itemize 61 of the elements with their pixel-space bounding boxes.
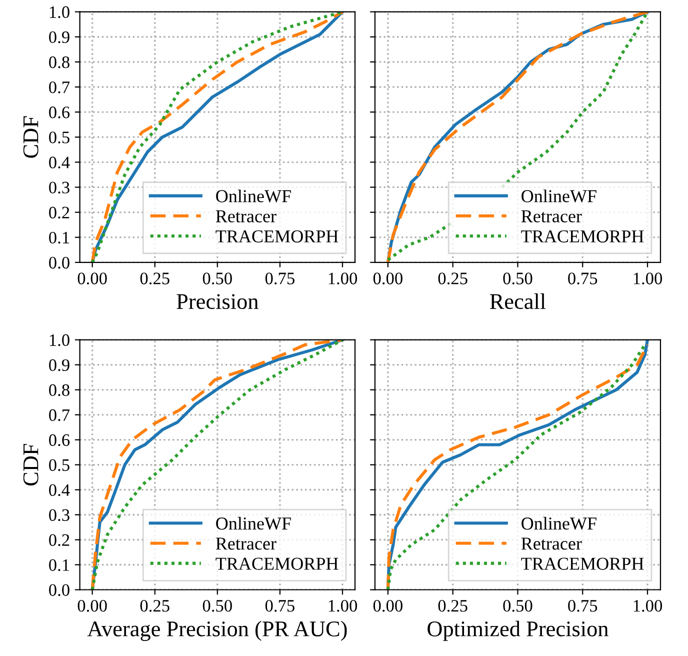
x-axis-title: Optimized Precision [428,620,608,641]
x-tick-label: 0.25 [140,600,170,612]
legend-label: TRACEMORPH [521,558,644,570]
x-tick-label: 0.25 [438,272,468,284]
y-tick-label: 0.8 [49,56,70,68]
legend-label: OnlineWF [216,516,291,530]
y-tick-label: 0.1 [49,559,70,572]
x-axis-title: Average Precision (PR AUC) [87,620,347,641]
y-tick-label: 0.8 [49,384,70,396]
x-tick-label: 0.75 [568,272,598,284]
x-axis-title: Precision [176,294,258,310]
legend-label: OnlineWF [522,516,596,530]
legend-label: Retracer [521,210,582,222]
y-tick-label: 0.9 [49,31,70,44]
line-series [90,12,344,262]
x-tick-label: 0.00 [78,600,107,612]
y-axis-title: CDF [23,444,38,486]
y-tick-label: 0.0 [49,256,70,269]
y-tick-label: 0.4 [49,484,70,496]
x-tick-label: 1.00 [634,272,662,284]
y-tick-label: 0.4 [49,156,70,168]
x-tick-label: 1.00 [328,272,358,284]
x-tick-label: 0.00 [373,600,402,612]
legend-label: OnlineWF [522,190,596,202]
x-tick-label: 0.50 [503,272,532,284]
y-tick-label: 0.3 [49,182,70,194]
y-tick-label: 0.3 [49,509,70,522]
y-tick-label: 0.7 [49,409,70,422]
y-tick-label: 0.9 [49,359,70,372]
y-tick-label: 0.5 [49,132,70,144]
x-tick-label: 1.00 [634,600,662,612]
x-tick-label: 0.75 [568,600,598,612]
y-tick-label: 0.2 [49,206,70,219]
x-tick-label: 0.50 [503,600,532,612]
y-tick-label: 0.0 [49,584,70,596]
x-tick-label: 0.50 [202,600,232,612]
x-tick-label: 0.25 [140,272,170,284]
y-tick-label: 1.0 [50,6,70,18]
y-tick-label: 0.7 [49,81,70,94]
x-axis-title: Recall [490,293,546,310]
y-tick-label: 0.6 [49,106,70,118]
x-tick-label: 0.75 [265,600,294,612]
x-tick-label: 0.50 [202,272,232,284]
y-tick-label: 0.6 [49,434,70,446]
x-tick-label: 0.75 [265,272,294,284]
legend-label: Retracer [216,538,276,550]
y-tick-label: 0.1 [49,232,70,244]
legend-label: Retracer [216,210,276,222]
x-tick-label: 0.00 [373,272,402,284]
y-tick-label: 1.0 [50,334,70,346]
legend-label: Retracer [521,538,582,550]
y-tick-label: 0.5 [49,459,70,472]
legend-label: OnlineWF [216,190,291,202]
y-tick-label: 0.2 [49,534,70,546]
legend-label: TRACEMORPH [521,230,644,242]
x-tick-label: 1.00 [328,600,358,612]
legend-label: TRACEMORPH [216,558,338,570]
x-tick-label: 0.00 [78,272,107,284]
y-axis-title: CDF [23,116,38,158]
legend-label: TRACEMORPH [216,230,338,242]
x-tick-label: 0.25 [438,600,468,612]
